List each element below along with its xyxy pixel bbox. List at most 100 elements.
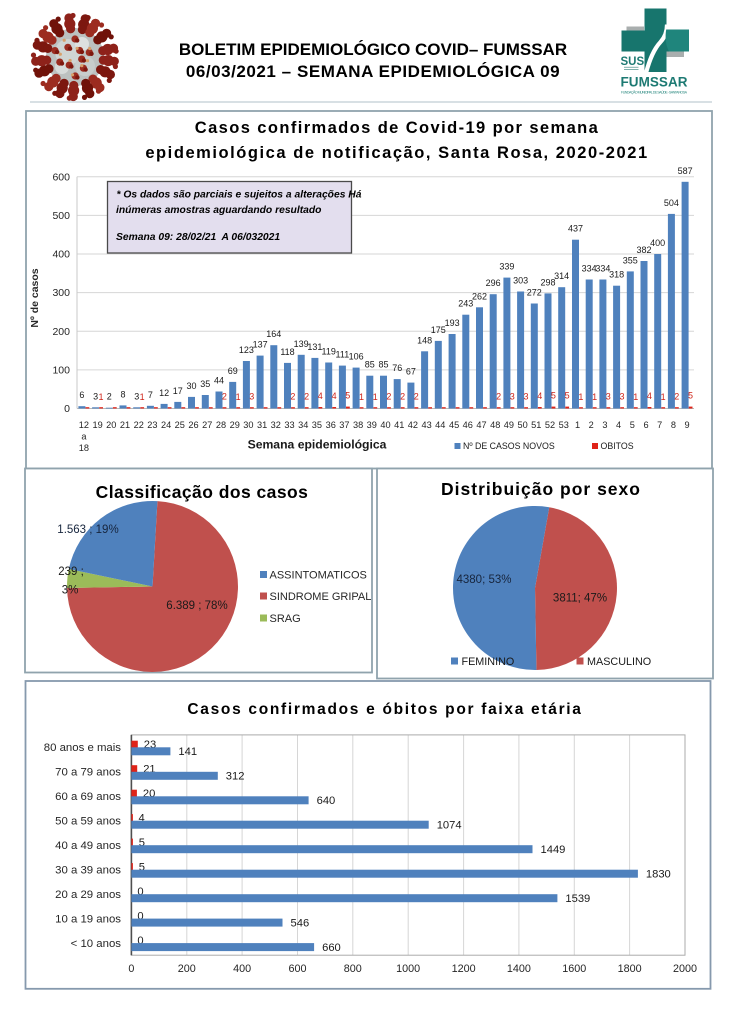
svg-text:24: 24 (161, 420, 171, 430)
svg-text:1: 1 (578, 392, 583, 402)
svg-text:4380; 53%: 4380; 53% (457, 574, 512, 586)
svg-text:1: 1 (373, 392, 378, 402)
svg-text:18: 18 (79, 443, 89, 453)
svg-text:1: 1 (575, 420, 580, 430)
svg-text:141: 141 (178, 746, 197, 758)
svg-text:60 a 69 anos: 60 a 69 anos (55, 791, 121, 803)
svg-text:2: 2 (674, 392, 679, 402)
svg-text:400: 400 (650, 238, 665, 248)
svg-text:6.389 ; 78%: 6.389 ; 78% (166, 600, 227, 612)
svg-text:400: 400 (233, 963, 251, 975)
svg-text:33: 33 (284, 420, 294, 430)
svg-text:22: 22 (134, 420, 144, 430)
svg-text:334: 334 (595, 264, 610, 274)
svg-text:1449: 1449 (541, 844, 566, 856)
svg-text:35: 35 (312, 420, 322, 430)
svg-text:175: 175 (431, 325, 446, 335)
svg-text:2: 2 (414, 392, 419, 402)
svg-text:3: 3 (134, 391, 139, 401)
svg-text:243: 243 (458, 299, 473, 309)
svg-text:382: 382 (636, 245, 651, 255)
svg-text:38: 38 (353, 420, 363, 430)
svg-text:200: 200 (52, 326, 70, 338)
svg-text:1400: 1400 (507, 963, 531, 975)
svg-text:2000: 2000 (673, 963, 697, 975)
svg-text:298: 298 (540, 277, 555, 287)
svg-text:200: 200 (178, 963, 196, 975)
svg-text:19: 19 (92, 420, 102, 430)
svg-text:296: 296 (486, 278, 501, 288)
svg-text:30 a 39 anos: 30 a 39 anos (55, 865, 121, 877)
svg-text:5: 5 (139, 837, 145, 849)
svg-text:MASCULINO: MASCULINO (587, 656, 651, 668)
svg-text:40 a 49 anos: 40 a 49 anos (55, 840, 121, 852)
svg-text:3: 3 (606, 391, 611, 401)
svg-text:3: 3 (602, 420, 607, 430)
svg-text:4: 4 (647, 391, 652, 401)
svg-text:111: 111 (336, 350, 350, 360)
svg-text:17: 17 (173, 386, 183, 396)
svg-text:Semana epidemiológica: Semana epidemiológica (248, 438, 387, 452)
svg-text:1830: 1830 (646, 869, 671, 881)
svg-text:Casos confirmados e óbitos po: Casos confirmados e óbitos por faixa etá… (187, 701, 582, 718)
svg-text:23: 23 (147, 420, 157, 430)
svg-text:5: 5 (688, 391, 693, 401)
svg-text:20 a 29 anos: 20 a 29 anos (55, 889, 121, 901)
svg-text:5: 5 (630, 420, 635, 430)
svg-text:5: 5 (139, 862, 145, 874)
svg-text:139: 139 (294, 339, 309, 349)
svg-text:500: 500 (52, 210, 70, 222)
svg-text:25: 25 (175, 420, 185, 430)
svg-text:47: 47 (476, 420, 486, 430)
svg-text:70 a 79 anos: 70 a 79 anos (55, 767, 121, 779)
svg-text:1: 1 (236, 392, 241, 402)
svg-text:1: 1 (661, 392, 666, 402)
svg-text:4: 4 (616, 420, 621, 430)
svg-text:600: 600 (288, 963, 306, 975)
svg-text:5: 5 (551, 391, 556, 401)
svg-text:7: 7 (657, 420, 662, 430)
svg-text:355: 355 (623, 255, 638, 265)
svg-text:118: 118 (280, 347, 294, 357)
svg-text:2: 2 (222, 392, 227, 402)
svg-text:48: 48 (490, 420, 500, 430)
svg-text:148: 148 (417, 335, 432, 345)
svg-text:Semana 09: 28/02/21 A 06/0320: Semana 09: 28/02/21 A 06/032021 (116, 232, 280, 243)
svg-text:3: 3 (249, 391, 254, 401)
svg-text:* Os dados são parciais e suje: * Os dados são parciais e sujeitos a alt… (117, 190, 362, 201)
svg-text:85: 85 (378, 360, 388, 370)
svg-text:1074: 1074 (437, 820, 462, 832)
svg-text:SUS: SUS (621, 56, 645, 68)
svg-text:50 a 59 anos: 50 a 59 anos (55, 816, 121, 828)
svg-text:6: 6 (79, 390, 84, 400)
svg-text:2: 2 (304, 392, 309, 402)
svg-text:1: 1 (592, 392, 597, 402)
svg-text:BOLETIM EPIDEMIOLÓGICO COVID–: BOLETIM EPIDEMIOLÓGICO COVID– FUMSSAR (179, 40, 567, 59)
svg-text:5: 5 (565, 391, 570, 401)
svg-text:1600: 1600 (562, 963, 586, 975)
svg-text:a: a (81, 432, 87, 442)
svg-text:0: 0 (137, 886, 143, 898)
svg-text:27: 27 (202, 420, 212, 430)
svg-text:6: 6 (643, 420, 648, 430)
svg-text:8: 8 (671, 420, 676, 430)
svg-text:SINDROME GRIPAL: SINDROME GRIPAL (270, 591, 372, 603)
svg-text:123: 123 (239, 345, 254, 355)
svg-text:300: 300 (52, 287, 70, 299)
svg-text:36: 36 (326, 420, 336, 430)
svg-text:1000: 1000 (396, 963, 420, 975)
svg-text:1800: 1800 (618, 963, 642, 975)
svg-text:inúmeras amostras aguardando r: inúmeras amostras aguardando resultado (116, 205, 321, 216)
svg-text:3: 3 (510, 391, 515, 401)
svg-text:1539: 1539 (565, 893, 590, 905)
svg-text:12: 12 (79, 420, 89, 430)
svg-text:600: 600 (52, 171, 70, 183)
svg-text:239 ;: 239 ; (58, 566, 84, 578)
svg-text:FUNDAÇÃO MUNICIPAL DE SAÚDE -: FUNDAÇÃO MUNICIPAL DE SAÚDE - SANTA ROSA (621, 90, 688, 95)
svg-text:49: 49 (504, 420, 514, 430)
svg-text:Casos confirmados de Covid-19: Casos confirmados de Covid-19 por semana (195, 119, 599, 137)
svg-text:44: 44 (214, 376, 224, 386)
svg-text:Nº DE CASOS NOVOS: Nº DE CASOS NOVOS (463, 441, 555, 451)
svg-text:0: 0 (128, 963, 134, 975)
svg-text:400: 400 (52, 249, 70, 261)
